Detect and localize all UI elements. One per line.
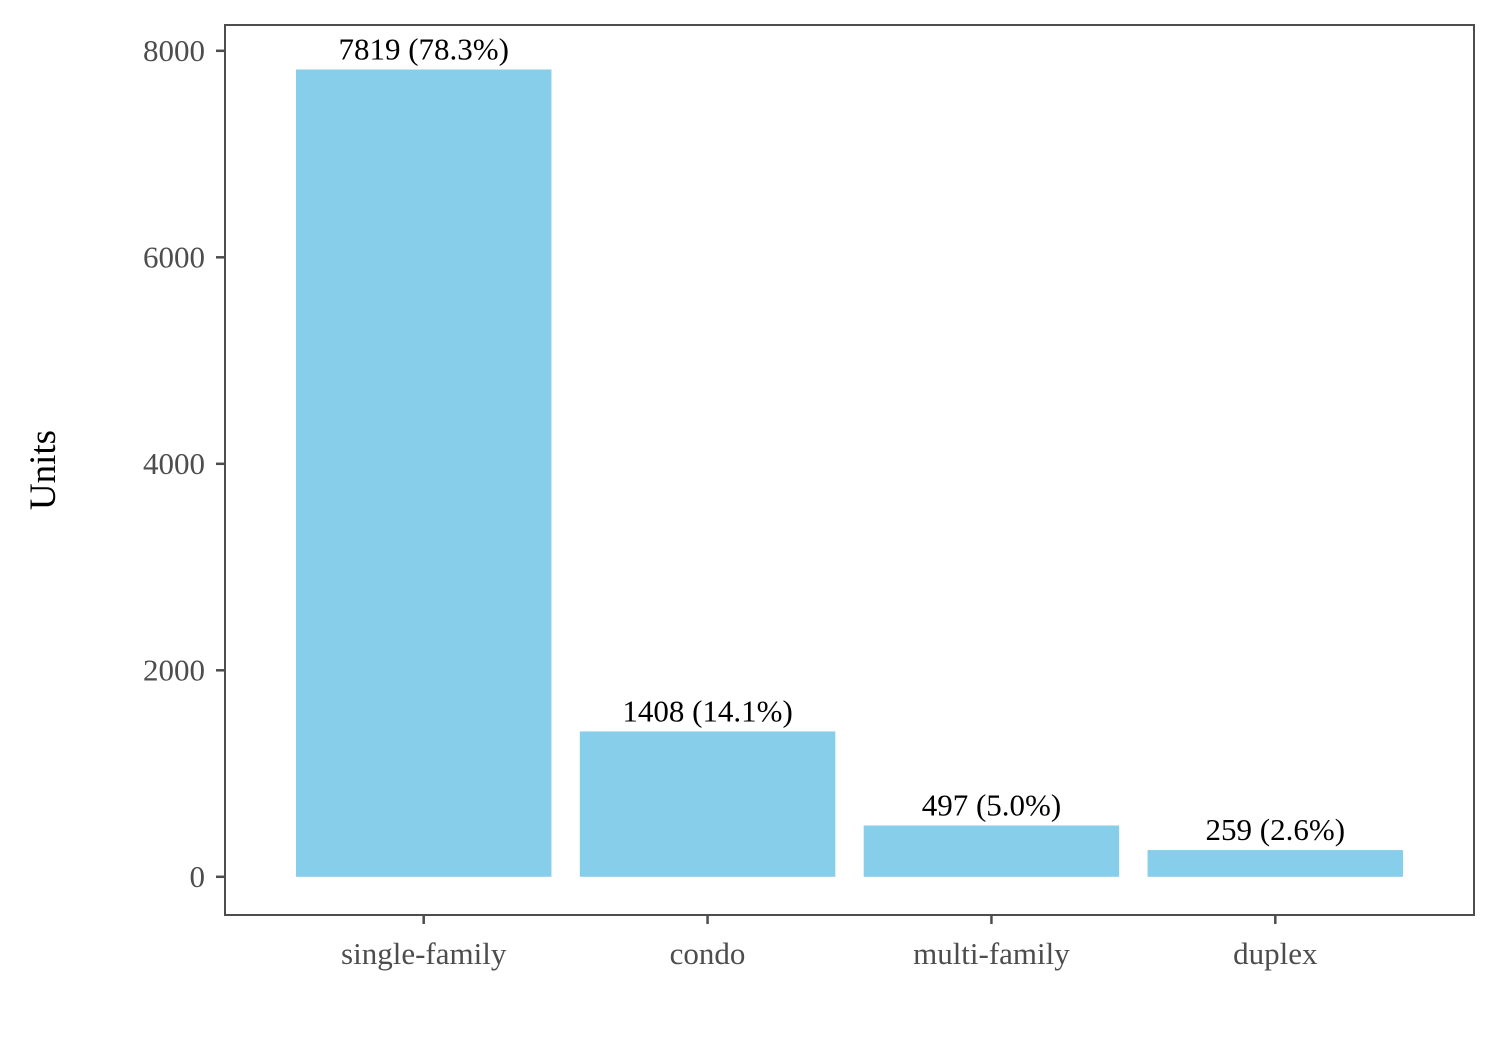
bars bbox=[295, 69, 1404, 877]
x-axis: single-family condo multi-family duplex bbox=[341, 915, 1318, 971]
x-tick-label: multi-family bbox=[913, 936, 1070, 971]
data-label-condo: 1408 (14.1%) bbox=[622, 693, 792, 728]
y-axis-title: Units bbox=[23, 430, 64, 510]
y-tick-label: 0 bbox=[190, 859, 206, 894]
y-axis: 0 2000 4000 6000 8000 bbox=[143, 33, 225, 894]
data-label-single-family: 7819 (78.3%) bbox=[338, 32, 508, 67]
bar-multi-family bbox=[863, 825, 1120, 877]
y-tick-label: 6000 bbox=[143, 239, 205, 274]
bar-duplex bbox=[1147, 850, 1404, 877]
y-tick-label: 8000 bbox=[143, 33, 205, 68]
bar-condo bbox=[579, 731, 836, 877]
y-tick-label: 2000 bbox=[143, 652, 205, 687]
bar-single-family bbox=[295, 69, 552, 877]
data-label-duplex: 259 (2.6%) bbox=[1206, 812, 1345, 847]
x-tick-label: duplex bbox=[1233, 936, 1318, 971]
data-labels: 7819 (78.3%) 1408 (14.1%) 497 (5.0%) 259 (2… bbox=[338, 32, 1345, 848]
y-tick-label: 4000 bbox=[143, 446, 205, 481]
data-label-multi-family: 497 (5.0%) bbox=[922, 787, 1061, 822]
x-tick-label: condo bbox=[670, 936, 746, 971]
x-tick-label: single-family bbox=[341, 936, 507, 971]
